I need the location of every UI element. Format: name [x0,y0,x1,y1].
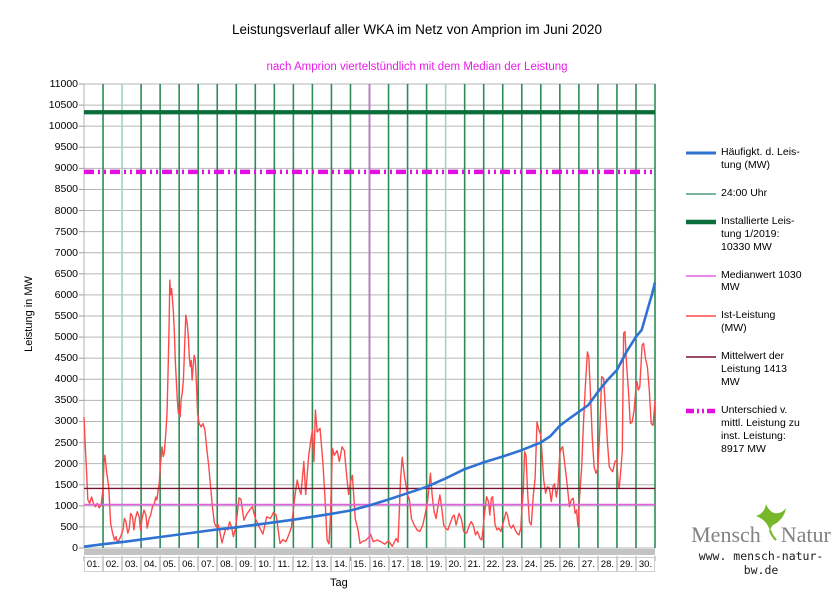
x-tick-label: 25. [540,557,560,572]
x-tick-label: 22. [483,557,503,572]
y-tick-label: 11000 [49,78,78,90]
x-tick-label: 12. [293,557,313,572]
y-tick-label: 4500 [54,352,78,365]
y-tick-label: 6500 [54,267,78,280]
x-tick-label: 27. [578,557,598,572]
y-tick-label: 8000 [54,204,78,217]
y-tick-label: 2500 [54,436,78,449]
x-tick-label: 29. [616,557,636,572]
legend-item-unterschied: Unterschied v. mittl. Leistung zu inst. … [686,404,832,456]
y-tick-label: 0 [72,542,78,554]
x-tick-label: 23. [502,557,522,572]
x-axis-title: Tag [330,577,348,589]
legend-label: Ist-Leistung (MW) [721,309,776,335]
ginkgo-leaf-shape [755,504,786,531]
mensch-natur-logo: Mensch Natur www. mensch-natur-bw.de [688,504,834,577]
x-tick-label: 30. [636,557,655,572]
logo-url: www. mensch-natur-bw.de [698,549,824,577]
legend-item-mittelwert: Mittelwert der Leistung 1413 MW [686,350,832,389]
x-tick-label: 18. [407,557,427,572]
y-tick-label: 8500 [54,183,78,196]
x-tick-label: 02. [103,557,122,572]
x-tick-label: 14. [331,557,351,572]
y-tick-label: 2000 [54,457,78,470]
y-tick-label: 4000 [54,373,78,386]
legend-item-medianwert: Medianwert 1030 MW [686,269,832,295]
legend-item-ist: Ist-Leistung (MW) [686,309,832,335]
y-tick-label: 3000 [54,415,78,428]
y-tick-label: 9500 [54,141,78,154]
x-tick-label: 17. [388,557,408,572]
legend-label: Häufigkt. d. Leis- tung (MW) [721,146,800,171]
y-tick-label: 6000 [54,288,78,301]
legend-line-sample-mittelwert [686,356,716,358]
y-tick-label: 500 [60,520,78,533]
x-tick-label: 03. [122,557,142,572]
legend-line-sample-uhr24 [686,193,716,195]
legend-line-sample-medianwert [686,274,716,277]
legend-item-installierte: Installierte Leis- tung 1/2019: 10330 MW [686,215,832,254]
legend-line-sample-ist [686,315,716,318]
x-tick-label: 07. [198,557,218,572]
y-tick-label: 3500 [54,394,78,407]
y-tick-label: 10500 [48,99,78,112]
x-tick-label: 11. [274,557,294,572]
y-tick-label: 1500 [54,478,78,491]
x-tick-label: 24. [521,557,541,572]
x-tick-label: 16. [369,557,389,572]
y-tick-label: 1000 [54,499,78,512]
x-tick-label: 09. [236,557,256,572]
logo-brand: Mensch Natur [688,504,834,547]
logo-brand-part2: Natur [780,522,831,547]
legend-item-haeufigkeit: Häufigkt. d. Leis- tung (MW) [686,146,832,172]
x-tick-label: 13. [312,557,332,572]
legend-line-sample-haeufigkeit [686,151,716,155]
y-tick-label: 9000 [54,162,78,175]
x-tick-label: 15. [350,557,370,572]
x-tick-label: 19. [426,557,446,572]
legend-label: 24:00 Uhr [721,186,768,199]
logo-brand-part1: Mensch [691,522,761,547]
x-tick-label: 01. [84,557,103,572]
legend-line-sample-unterschied [686,408,716,414]
ist-leistung-line [83,279,656,547]
legend-label: Unterschied v. mittl. Leistung zu inst. … [721,403,800,455]
legend-label: Mittelwert der Leistung 1413 MW [721,350,787,388]
chart-title: Leistungsverlauf aller WKA im Netz von A… [232,22,602,37]
y-tick-label: 5500 [54,310,78,322]
chart-legend: Häufigkt. d. Leis- tung (MW) 24:00 Uhr Ins… [686,146,832,456]
y-tick-label: 5000 [54,331,78,344]
x-tick-label: 20. [445,557,465,572]
haeufigkeit-line [83,281,657,548]
x-tick-label: 21. [464,557,484,572]
x-tick-label: 05. [160,557,180,572]
x-tick-label: 04. [141,557,161,572]
x-tick-label: 28. [597,557,617,572]
x-tick-label: 06. [179,557,199,572]
y-tick-label: 10000 [48,120,78,133]
legend-item-uhr24: 24:00 Uhr [686,187,832,200]
x-tick-label: 08. [217,557,237,572]
ginkgo-leaf-stem [768,529,777,541]
ginkgo-leaf-icon [755,504,786,542]
legend-label: Medianwert 1030 MW [721,268,802,294]
legend-line-sample-installierte [686,219,716,225]
y-tick-label: 7500 [54,225,78,238]
legend-label: Installierte Leis- tung 1/2019: 10330 MW [721,214,795,253]
x-tick-label: 26. [559,557,579,572]
x-tick-label: 10. [255,557,275,572]
x-axis-band [84,549,655,555]
chart-subtitle: nach Amprion viertelstündlich mit dem Me… [266,61,568,73]
y-tick-label: 7000 [54,246,78,259]
